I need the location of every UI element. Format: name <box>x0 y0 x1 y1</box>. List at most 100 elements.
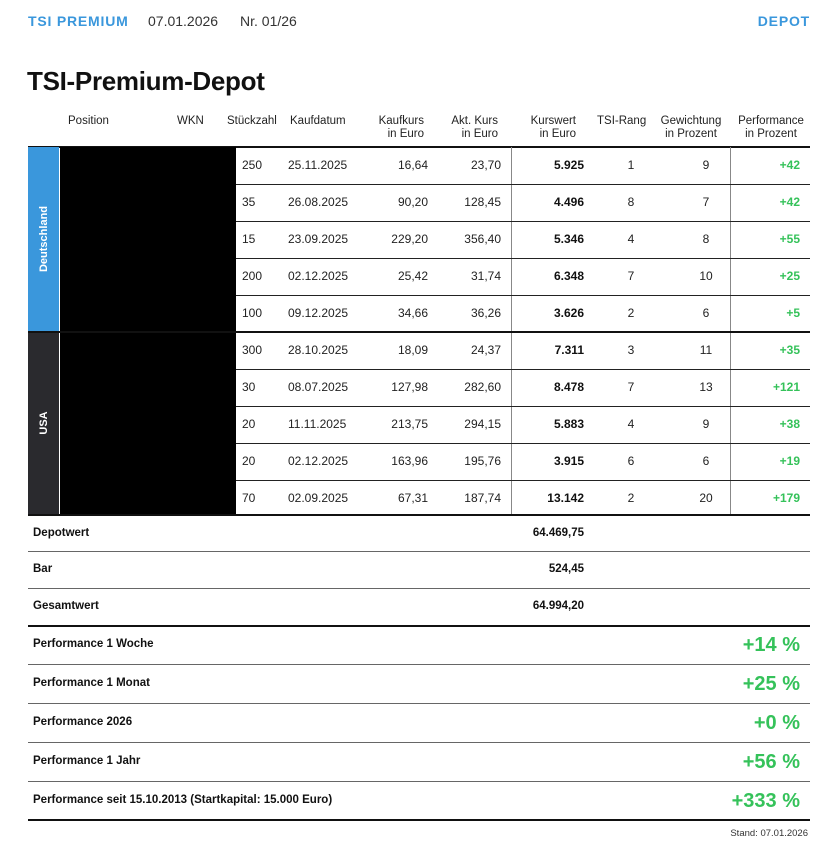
table-row: 30 08.07.2025 127,98 282,60 8.478 7 13 +121 <box>236 369 810 406</box>
cell-kurswert: 5.883 <box>553 417 584 431</box>
table-row: 70 02.09.2025 67,31 187,74 13.142 2 20 +179 <box>236 480 810 517</box>
cell-tsi-rang: 2 <box>627 306 635 320</box>
issue-date: 07.01.2026 <box>148 13 219 29</box>
cell-tsi-rang: 7 <box>627 269 635 283</box>
col-header-akt-kurs: Akt. Kurs in Euro <box>451 115 498 140</box>
cell-performance: +19 <box>779 454 800 468</box>
col-header-gewichtung: Gewichtung in Prozent <box>660 115 722 140</box>
table-row: 20 02.12.2025 163,96 195,76 3.915 6 6 +19 <box>236 443 810 480</box>
cell-kurswert: 3.626 <box>553 306 584 320</box>
cell-akt-kurs: 128,45 <box>464 195 501 209</box>
cell-kaufkurs: 67,31 <box>397 491 428 505</box>
cell-stueckzahl: 200 <box>242 269 263 283</box>
cell-performance: +42 <box>779 195 800 209</box>
cell-tsi-rang: 4 <box>627 232 635 246</box>
cell-kurswert: 5.925 <box>553 158 584 172</box>
cell-kaufdatum: 08.07.2025 <box>288 380 349 394</box>
perf-value-jahr: +56 % <box>742 751 800 773</box>
cell-gewichtung: 9 <box>702 417 710 431</box>
cell-kaufdatum: 26.08.2025 <box>288 195 349 209</box>
cell-kurswert: 8.478 <box>553 380 584 394</box>
cell-tsi-rang: 6 <box>627 454 635 468</box>
cell-kaufdatum: 11.11.2025 <box>288 417 347 431</box>
cell-kaufkurs: 25,42 <box>397 269 428 283</box>
perf-value-monat: +25 % <box>742 673 800 695</box>
cell-tsi-rang: 3 <box>627 343 635 357</box>
cell-kaufdatum: 28.10.2025 <box>288 343 349 357</box>
row-divider <box>236 369 810 370</box>
cell-gewichtung: 6 <box>702 454 710 468</box>
cell-stueckzahl: 30 <box>242 380 256 394</box>
cell-tsi-rang: 1 <box>627 158 635 172</box>
cell-kaufdatum: 23.09.2025 <box>288 232 349 246</box>
summary-divider <box>28 588 810 589</box>
cell-performance: +42 <box>779 158 800 172</box>
cell-kaufkurs: 16,64 <box>397 158 428 172</box>
cell-kaufdatum: 02.09.2025 <box>288 491 349 505</box>
cell-stueckzahl: 20 <box>242 417 256 431</box>
perf-label-2026: Performance 2026 <box>33 716 133 728</box>
perf-label-jahr: Performance 1 Jahr <box>33 755 141 767</box>
cell-gewichtung: 9 <box>702 158 710 172</box>
cell-kaufkurs: 229,20 <box>391 232 428 246</box>
summary-label-depotwert: Depotwert <box>33 527 90 539</box>
section-label: DEPOT <box>757 13 810 29</box>
table-row: 20 11.11.2025 213,75 294,15 5.883 4 9 +38 <box>236 406 810 443</box>
table-top-divider <box>28 146 810 148</box>
col-header-tsi-rang: TSI-Rang <box>597 115 647 127</box>
cell-gewichtung: 11 <box>699 343 713 357</box>
cell-akt-kurs: 294,15 <box>464 417 501 431</box>
brand-label: TSI PREMIUM <box>28 13 129 29</box>
table-bottom-divider <box>28 514 810 516</box>
cell-kaufdatum: 02.12.2025 <box>288 269 349 283</box>
cell-performance: +121 <box>772 380 800 394</box>
region-deutschland: Deutschland <box>28 147 59 331</box>
cell-performance: +35 <box>779 343 800 357</box>
summary-label-gesamtwert: Gesamtwert <box>33 600 99 612</box>
col-header-performance: Performance in Prozent <box>738 115 804 140</box>
cell-gewichtung: 13 <box>699 380 713 394</box>
col-header-kaufdatum: Kaufdatum <box>290 115 346 127</box>
cell-akt-kurs: 24,37 <box>470 343 501 357</box>
cell-stueckzahl: 20 <box>242 454 256 468</box>
cell-performance: +179 <box>772 491 800 505</box>
perf-divider <box>28 703 810 704</box>
cell-kurswert: 4.496 <box>553 195 584 209</box>
cell-akt-kurs: 356,40 <box>464 232 501 246</box>
cell-kurswert: 3.915 <box>553 454 584 468</box>
cell-gewichtung: 6 <box>702 306 710 320</box>
table-row: 300 28.10.2025 18,09 24,37 7.311 3 11 +35 <box>236 332 810 369</box>
col-header-stueckzahl: Stückzahl <box>227 115 277 127</box>
cell-kaufdatum: 02.12.2025 <box>288 454 349 468</box>
cell-performance: +25 <box>779 269 800 283</box>
perf-divider <box>28 742 810 743</box>
row-divider <box>236 221 810 222</box>
cell-stueckzahl: 100 <box>242 306 263 320</box>
perf-value-woche: +14 % <box>742 634 800 656</box>
summary-label-bar: Bar <box>33 563 53 575</box>
cell-akt-kurs: 36,26 <box>470 306 501 320</box>
cell-stueckzahl: 300 <box>242 343 263 357</box>
cell-kaufkurs: 213,75 <box>391 417 428 431</box>
col-header-kaufkurs: Kaufkurs in Euro <box>378 115 424 140</box>
cell-tsi-rang: 8 <box>627 195 635 209</box>
cell-kaufkurs: 90,20 <box>397 195 428 209</box>
col-header-wkn: WKN <box>177 115 204 127</box>
stand-date: Stand: 07.01.2026 <box>730 828 808 839</box>
perf-value-2026: +0 % <box>753 712 800 734</box>
perf-value-seit-start: +333 % <box>731 790 800 812</box>
summary-value-gesamtwert: 64.994,20 <box>532 600 584 612</box>
perf-label-woche: Performance 1 Woche <box>33 638 154 650</box>
perf-divider <box>28 781 810 782</box>
summary-bottom-divider <box>28 625 810 627</box>
row-divider <box>236 406 810 407</box>
cell-stueckzahl: 250 <box>242 158 263 172</box>
table-row: 15 23.09.2025 229,20 356,40 5.346 4 8 +55 <box>236 221 810 258</box>
cell-kaufkurs: 163,96 <box>391 454 428 468</box>
perf-divider <box>28 664 810 665</box>
cell-performance: +55 <box>779 232 800 246</box>
summary-value-depotwert: 64.469,75 <box>532 527 584 539</box>
cell-akt-kurs: 23,70 <box>470 158 501 172</box>
table-row: 200 02.12.2025 25,42 31,74 6.348 7 10 +25 <box>236 258 810 295</box>
cell-gewichtung: 10 <box>699 269 713 283</box>
